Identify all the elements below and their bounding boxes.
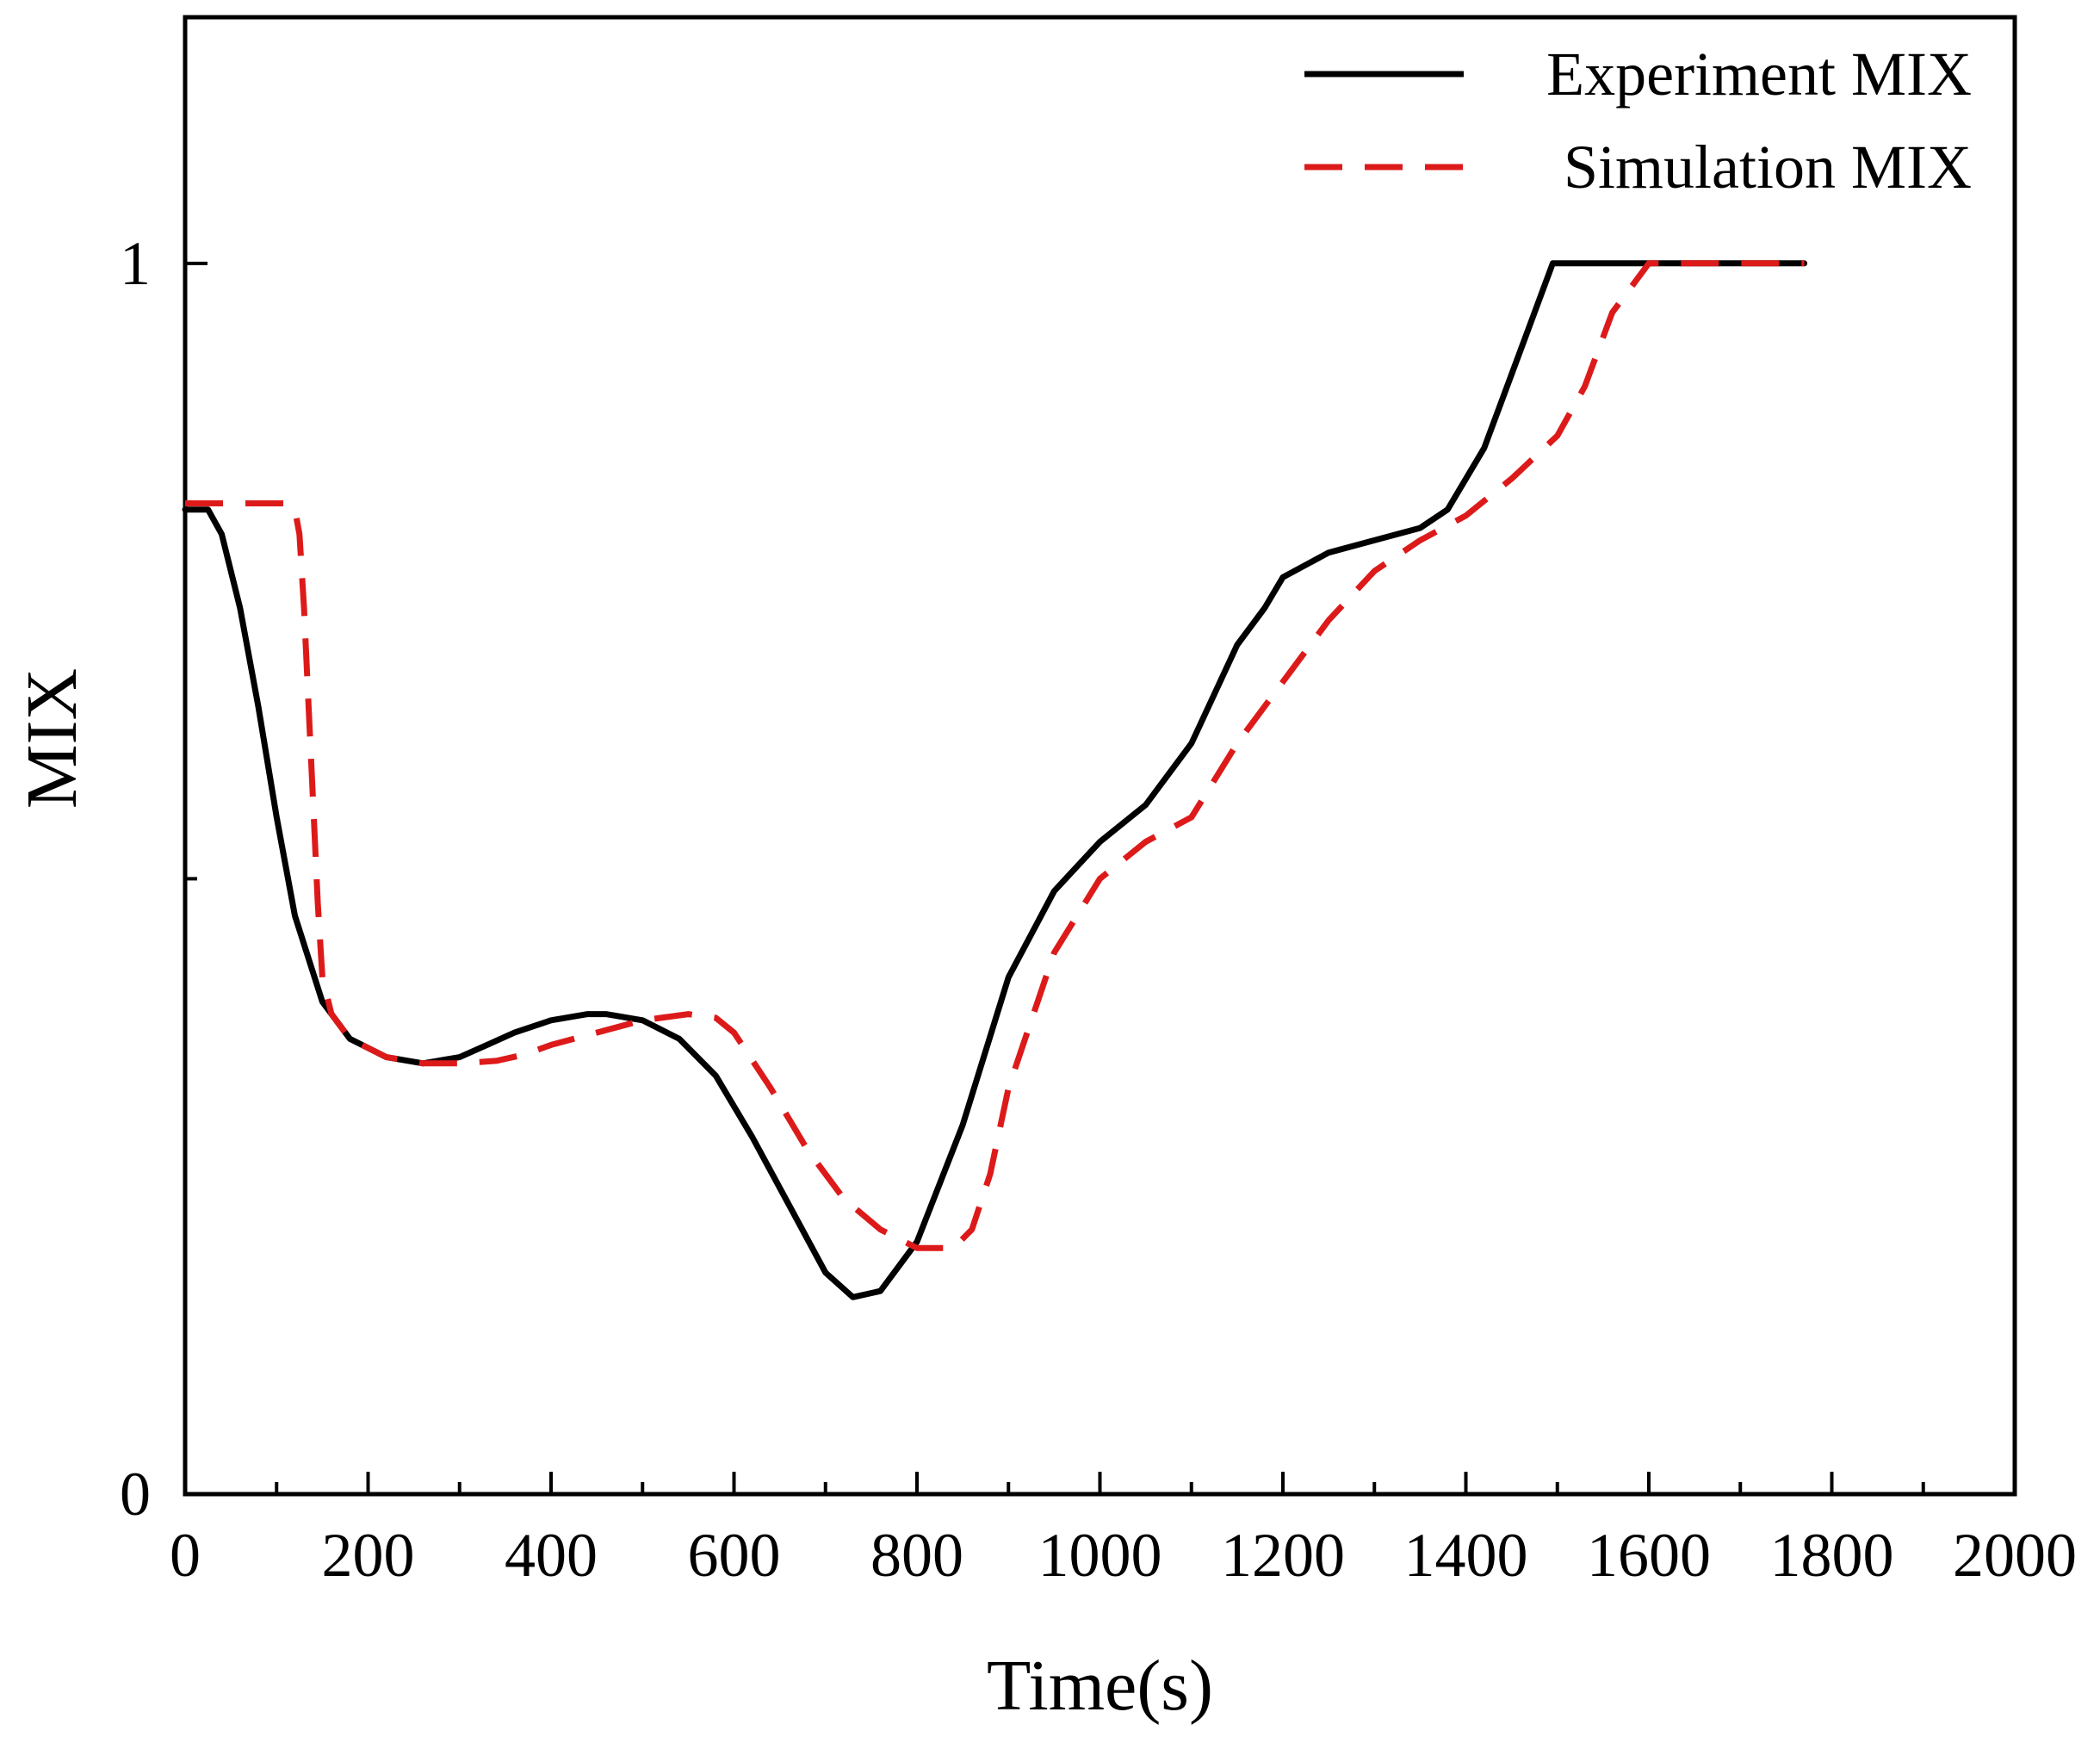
x-tick-label-4: 800 [870,1521,963,1590]
x-axis-ticks [183,1472,2016,1494]
legend-label-experiment: Experiment MIX [1546,40,1972,109]
legend-label-simulation: Simulation MIX [1564,133,1972,202]
x-tick-label-6: 1200 [1221,1521,1345,1590]
y-tick-label-0: 0 [120,1460,151,1529]
legend: Experiment MIX Simulation MIX [1304,40,1972,202]
series-line-simulation-mix [185,260,1805,1251]
y-axis-ticks [185,261,208,1496]
y-axis-tick-labels: 01 [120,229,151,1529]
x-axis-tick-labels: 0 200 400 600 800 1000 1200 1400 1600 1800 2000 [170,1521,2077,1590]
series-layer [182,260,1808,1300]
x-tick-label-2: 400 [505,1521,598,1590]
x-tick-label-7: 1400 [1404,1521,1528,1590]
y-tick-label-1: 1 [120,229,151,298]
x-tick-label-10: 2000 [1953,1521,2077,1590]
x-tick-label-8: 1600 [1587,1521,1711,1590]
x-tick-label-0: 0 [170,1521,201,1590]
x-tick-label-1: 200 [322,1521,415,1590]
x-tick-label-5: 1000 [1038,1521,1162,1590]
x-tick-label-9: 1800 [1770,1521,1894,1590]
x-tick-label-3: 600 [688,1521,781,1590]
x-axis-title: Time(s) [987,1646,1213,1726]
y-axis-title: MIX [12,668,92,809]
